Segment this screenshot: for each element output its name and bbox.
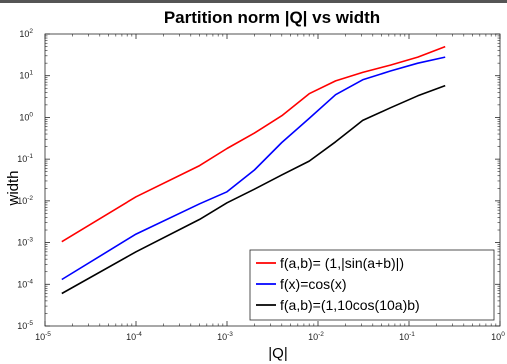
y-tick-label: 10-3 bbox=[17, 237, 33, 248]
series-line-3 bbox=[61, 84, 446, 295]
y-tick-label: 10-4 bbox=[17, 278, 33, 289]
plot-frame bbox=[44, 33, 501, 327]
y-tick-label: 10-5 bbox=[17, 320, 33, 331]
legend: f(a,b)= (1,|sin(a+b)|) f(x)=cos(x) f(a,b)=… bbox=[249, 249, 495, 321]
x-tick-label: 10-2 bbox=[308, 331, 324, 342]
series-line-1 bbox=[61, 45, 446, 243]
x-tick-label: 10-3 bbox=[217, 331, 233, 342]
x-axis-ticks: 10-5 10-4 10-3 10-2 10-1 100 bbox=[35, 34, 505, 342]
y-tick-label: 101 bbox=[19, 70, 33, 81]
window-top-edge bbox=[0, 0, 507, 3]
legend-label-1: f(a,b)= (1,|sin(a+b)|) bbox=[280, 255, 404, 271]
x-axis-label: |Q| bbox=[268, 345, 287, 362]
y-axis-label: width bbox=[5, 170, 22, 206]
series-line-2 bbox=[61, 56, 446, 281]
y-tick-label: 10-2 bbox=[17, 195, 33, 206]
legend-label-2: f(x)=cos(x) bbox=[280, 276, 347, 292]
y-tick-label: 10-1 bbox=[17, 153, 33, 164]
x-tick-label: 10-1 bbox=[399, 331, 415, 342]
y-axis-ticks: 10-5 10-4 10-3 10-2 10-1 100 101 102 bbox=[17, 28, 500, 331]
x-tick-label: 10-4 bbox=[126, 331, 142, 342]
y-tick-label: 100 bbox=[19, 111, 33, 122]
series-lines bbox=[61, 45, 446, 295]
chart-title: Partition norm |Q| vs width bbox=[164, 8, 380, 27]
y-tick-label: 102 bbox=[19, 28, 33, 39]
plot-area bbox=[44, 33, 501, 327]
legend-label-3: f(a,b)=(1,10cos(10a)b) bbox=[280, 297, 420, 313]
x-tick-label: 100 bbox=[491, 331, 505, 342]
x-tick-label: 10-5 bbox=[35, 331, 51, 342]
legend-box bbox=[249, 249, 495, 321]
